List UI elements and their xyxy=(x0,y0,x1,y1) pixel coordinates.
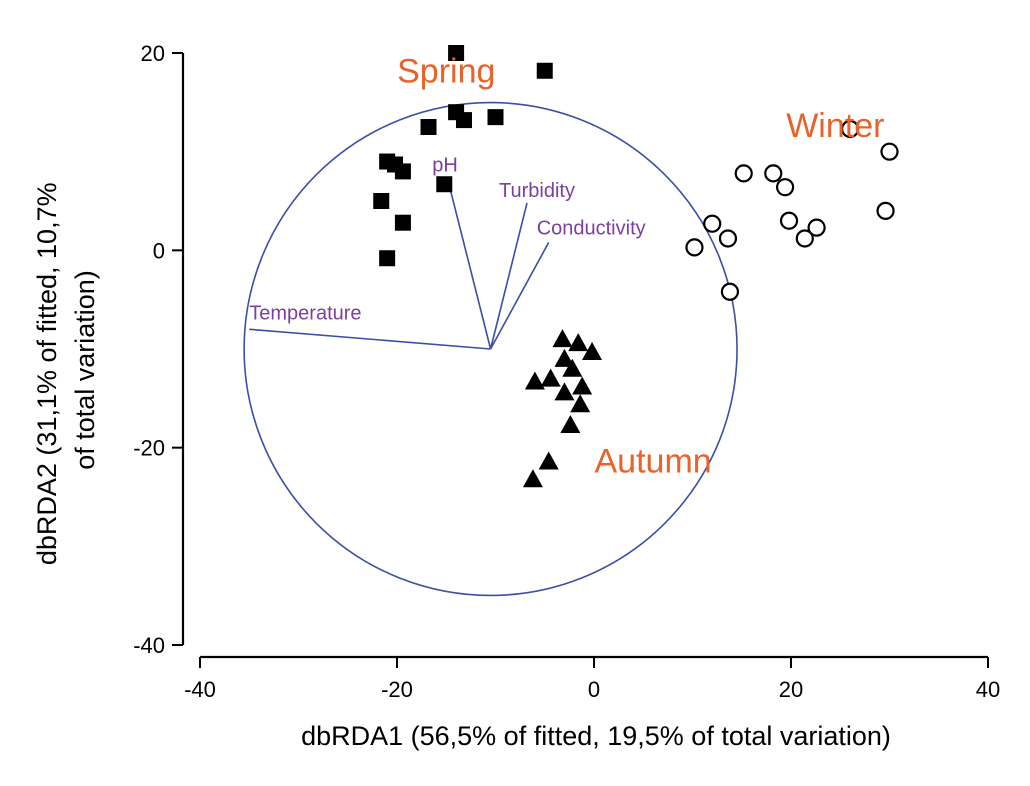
winter-point xyxy=(779,211,799,230)
x-tick-label: 0 xyxy=(588,677,600,702)
x-tick-label: 40 xyxy=(976,677,1000,702)
autumn-point xyxy=(572,376,593,395)
winter-point xyxy=(685,238,704,257)
autumn-point xyxy=(522,469,543,488)
spring-point xyxy=(394,163,411,180)
x-axis-title: dbRDA1 (56,5% of fitted, 19,5% of total … xyxy=(301,721,891,751)
autumn-point xyxy=(554,382,575,401)
winter-point xyxy=(720,282,740,301)
vector-line-conductivity xyxy=(489,242,550,350)
spring-point xyxy=(394,214,411,231)
spring-point xyxy=(420,119,437,135)
y-tick-label: 0 xyxy=(153,238,165,263)
x-tick-label: -40 xyxy=(184,677,216,702)
autumn-point xyxy=(540,368,561,387)
winter-point xyxy=(807,218,826,237)
vector-line-temperature xyxy=(249,328,491,350)
vector-label-turbidity: Turbidity xyxy=(499,180,575,202)
vector-line-turbidity xyxy=(489,202,528,350)
winter-point xyxy=(718,229,738,248)
winter-point xyxy=(775,178,795,197)
spring-point xyxy=(373,193,390,209)
spring-point xyxy=(455,112,472,129)
y-axis: -40 -20 0 20 xyxy=(133,41,185,658)
autumn-point xyxy=(582,341,603,360)
x-tick-label: 20 xyxy=(779,677,803,702)
group-label-spring: Spring xyxy=(397,53,495,91)
y-axis-title-line-1: dbRDA2 (31,1% of fitted, 10,7% xyxy=(32,182,62,565)
winter-point xyxy=(795,229,814,248)
winter-point xyxy=(876,201,895,220)
vectors: pH Turbidity Conductivity Temperature xyxy=(249,154,646,350)
spring-point xyxy=(448,45,465,61)
y-axis-title: dbRDA2 (31,1% of fitted, 10,7% of total … xyxy=(32,175,100,565)
autumn-point xyxy=(554,348,575,367)
spring-point xyxy=(487,109,504,126)
group-labels: Spring Winter Autumn xyxy=(397,53,884,481)
winter-point xyxy=(880,142,899,161)
y-tick-label: 20 xyxy=(141,41,165,66)
y-tick-label: -20 xyxy=(133,436,165,461)
vector-line-ph xyxy=(447,181,492,350)
spring-point xyxy=(379,250,396,267)
autumn-point xyxy=(524,371,545,390)
spring-point xyxy=(536,62,553,79)
vector-label-conductivity: Conductivity xyxy=(537,217,646,239)
correlation-circle xyxy=(243,101,738,597)
x-tick-label: -20 xyxy=(381,677,413,702)
group-label-winter: Winter xyxy=(786,107,884,145)
data-points xyxy=(373,45,899,488)
autumn-point xyxy=(570,394,591,413)
y-tick-label: -40 xyxy=(133,633,165,658)
y-axis-title-line-2: of total variation) xyxy=(70,270,100,470)
group-label-autumn: Autumn xyxy=(595,442,712,480)
winter-point xyxy=(703,214,722,233)
winter-point xyxy=(764,164,783,183)
y-ticks: -40 -20 0 20 xyxy=(133,41,183,658)
autumn-point xyxy=(538,451,559,470)
winter-point xyxy=(734,164,753,183)
x-axis: -40 -20 0 20 40 xyxy=(184,655,1000,702)
vector-label-ph: pH xyxy=(432,154,458,176)
autumn-point xyxy=(560,414,581,433)
winter-point xyxy=(840,119,860,139)
autumn-point xyxy=(568,333,589,352)
x-ticks: -40 -20 0 20 40 xyxy=(184,657,1000,702)
vector-label-temperature: Temperature xyxy=(249,302,361,324)
autumn-point xyxy=(552,329,573,348)
spring-point xyxy=(436,176,453,193)
autumn-point xyxy=(562,358,583,377)
